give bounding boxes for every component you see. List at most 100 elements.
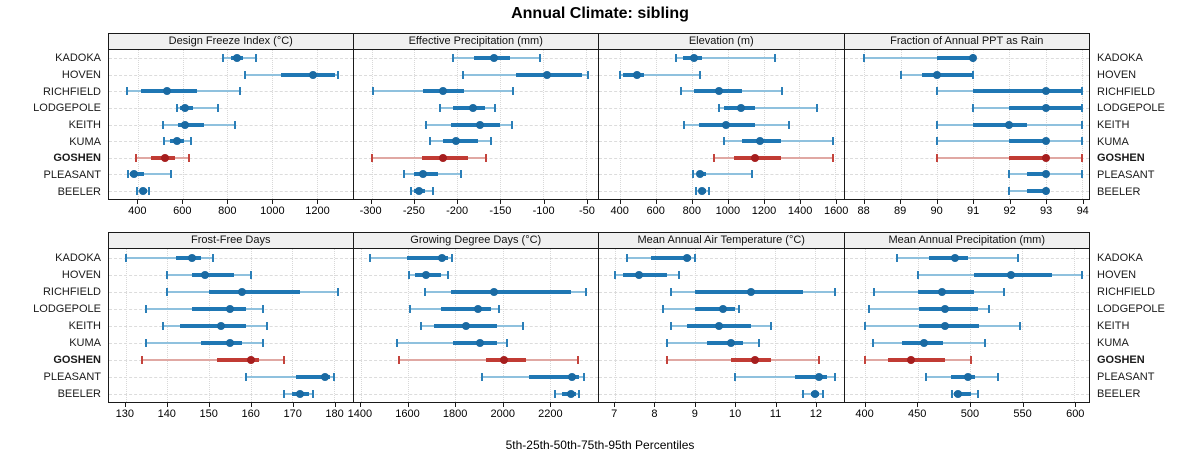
x-tick-label: -50 bbox=[578, 205, 595, 217]
whisker-cap-high bbox=[336, 70, 339, 79]
series-row-lodgepole bbox=[844, 300, 1089, 317]
iqr-band bbox=[192, 272, 234, 277]
whisker-cap-high bbox=[262, 304, 264, 313]
row-label-kadoka: KADOKA bbox=[1097, 251, 1143, 264]
whisker-cap-high bbox=[332, 372, 335, 381]
median-dot bbox=[683, 253, 692, 262]
whisker-cap-low bbox=[935, 87, 938, 96]
x-tick-label: -250 bbox=[402, 205, 425, 217]
x-tick-label: -100 bbox=[532, 205, 555, 217]
series-row-pleasant bbox=[353, 368, 598, 385]
iqr-band bbox=[175, 255, 201, 260]
series-row-goshen bbox=[109, 149, 353, 166]
iqr-band bbox=[208, 289, 301, 294]
x-tick bbox=[272, 200, 274, 204]
row-label-keith: KEITH bbox=[68, 119, 101, 132]
whisker-cap-high bbox=[773, 54, 776, 63]
whisker-cap-low bbox=[396, 338, 399, 347]
median-dot bbox=[163, 87, 172, 96]
x-tick-label: 800 bbox=[682, 205, 702, 217]
trellis-row-bottom: KADOKA HOVEN RICHFIELD LODGEPOLE KEITH KUMA GO… bbox=[0, 232, 1200, 425]
median-dot bbox=[309, 70, 318, 79]
series-row-goshen bbox=[844, 149, 1089, 166]
median-dot bbox=[461, 321, 470, 330]
series-row-lodgepole bbox=[109, 100, 353, 117]
x-tick bbox=[900, 200, 902, 204]
whisker-cap-high bbox=[506, 338, 509, 347]
row-label-lodgepole: LODGEPOLE bbox=[1097, 302, 1165, 315]
x-tick-label: 9 bbox=[691, 408, 698, 420]
horizontal-gridline bbox=[353, 376, 598, 378]
median-dot bbox=[937, 287, 946, 296]
vertical-gridline bbox=[585, 50, 587, 199]
horizontal-gridline bbox=[109, 393, 353, 395]
plot-area bbox=[843, 249, 1090, 403]
x-tick bbox=[619, 200, 621, 204]
median-dot bbox=[296, 389, 305, 398]
plot-area bbox=[598, 50, 845, 200]
series-row-lodgepole bbox=[599, 100, 844, 117]
iqr-band bbox=[217, 357, 259, 362]
whisker-range bbox=[675, 57, 775, 60]
series-row-richfield bbox=[109, 83, 353, 100]
median-dot bbox=[468, 103, 477, 112]
whisker-cap-high bbox=[538, 54, 541, 63]
median-dot bbox=[698, 186, 707, 195]
whisker-cap-high bbox=[188, 153, 191, 162]
whisker-cap-low bbox=[864, 321, 867, 330]
series-row-keith bbox=[844, 317, 1089, 334]
whisker-cap-low bbox=[916, 270, 919, 279]
whisker-cap-high bbox=[494, 103, 497, 112]
whisker-cap-low bbox=[245, 372, 248, 381]
row-label-lodgepole: LODGEPOLE bbox=[33, 102, 101, 115]
median-dot bbox=[418, 170, 427, 179]
plot-area bbox=[108, 50, 354, 200]
x-tick-label: 550 bbox=[1013, 408, 1032, 420]
whisker-cap-low bbox=[244, 70, 247, 79]
median-dot bbox=[1041, 170, 1050, 179]
whisker-cap-low bbox=[692, 170, 695, 179]
median-dot bbox=[635, 270, 644, 279]
x-tick bbox=[917, 403, 919, 407]
series-row-pleasant bbox=[844, 368, 1089, 385]
x-tick bbox=[502, 403, 504, 407]
series-row-goshen bbox=[353, 149, 598, 166]
iqr-band bbox=[951, 374, 976, 379]
whisker-cap-low bbox=[666, 355, 669, 364]
vertical-gridline bbox=[543, 50, 545, 199]
row-label-pleasant: PLEASANT bbox=[1097, 169, 1155, 182]
row-labels-right: KADOKA HOVEN RICHFIELD LODGEPOLE KEITH KUMA GO… bbox=[1090, 33, 1200, 200]
whisker-cap-high bbox=[977, 389, 980, 398]
series-row-lodgepole bbox=[599, 300, 844, 317]
horizontal-gridline bbox=[599, 274, 844, 276]
x-tick-label: 10 bbox=[729, 408, 742, 420]
series-row-kadoka bbox=[599, 50, 844, 67]
x-tick-label: 400 bbox=[128, 205, 147, 217]
row-label-pleasant: PLEASANT bbox=[43, 169, 101, 182]
whisker-cap-low bbox=[802, 389, 805, 398]
whisker-cap-high bbox=[834, 372, 837, 381]
whisker-range bbox=[693, 173, 753, 176]
series-row-beeler bbox=[599, 385, 844, 402]
median-dot bbox=[421, 270, 430, 279]
horizontal-gridline bbox=[109, 107, 353, 109]
horizontal-gridline bbox=[599, 393, 844, 395]
series-row-keith bbox=[599, 317, 844, 334]
series-row-beeler bbox=[599, 183, 844, 200]
vertical-gridline bbox=[799, 50, 801, 199]
iqr-band bbox=[1027, 188, 1046, 193]
whisker-cap-low bbox=[935, 153, 938, 162]
median-dot bbox=[815, 372, 824, 381]
whisker-cap-high bbox=[1016, 253, 1019, 262]
horizontal-gridline bbox=[599, 376, 844, 378]
series-row-keith bbox=[599, 116, 844, 133]
x-tick bbox=[455, 403, 457, 407]
iqr-band bbox=[450, 289, 572, 294]
whisker-cap-low bbox=[176, 103, 179, 112]
x-tick bbox=[815, 403, 817, 407]
median-dot bbox=[719, 304, 728, 313]
x-tick-label: 1200 bbox=[305, 205, 330, 217]
series-row-hoven bbox=[109, 67, 353, 84]
x-axis: 130 140 150 160 170 180 bbox=[108, 403, 354, 425]
iqr-band bbox=[707, 340, 744, 345]
